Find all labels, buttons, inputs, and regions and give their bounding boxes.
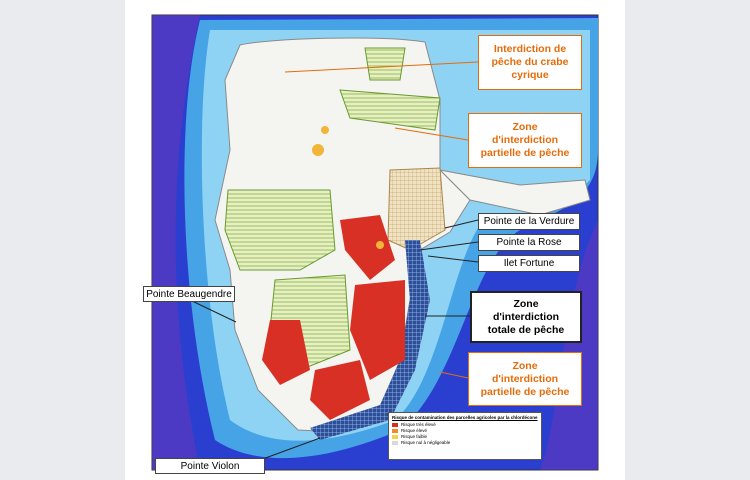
label-line: pêche du crabe — [491, 56, 569, 68]
label-line: d'interdiction — [492, 310, 560, 323]
label-line: Interdiction de — [493, 43, 567, 55]
legend-item: Risque faible — [392, 434, 538, 440]
label-box: Ilet Fortune — [478, 255, 580, 272]
legend-swatch — [392, 441, 398, 445]
risk-spots — [262, 215, 405, 420]
label-box: Zone d'interdiction totale de pêche — [470, 291, 582, 343]
legend-items: Risque très élevé Risque élevé Risque faib… — [392, 422, 538, 446]
label-line: Pointe de la Verdure — [483, 216, 575, 227]
risk-spots-low — [312, 126, 384, 249]
east-coast — [438, 169, 591, 216]
legend-label: Risque élevé — [401, 428, 428, 433]
legend-swatch — [392, 423, 398, 427]
legend-label: Risque nul à négligeable — [401, 440, 451, 445]
label-line: Ilet Fortune — [503, 258, 555, 269]
label-line: cyrique — [511, 69, 549, 81]
label-line: Pointe Violon — [180, 460, 240, 472]
label-box: Pointe de la Verdure — [478, 213, 580, 230]
label-line: totale de pêche — [487, 323, 565, 336]
label-line: Pointe la Rose — [496, 237, 562, 248]
legend-item: Risque élevé — [392, 428, 538, 434]
label-box: Pointe Beaugendre — [143, 286, 235, 302]
crab-zone — [339, 47, 441, 131]
label-box: Pointe la Rose — [478, 234, 580, 251]
legend-label: Risque très élevé — [401, 422, 436, 427]
label-line: partielle de pêche — [480, 385, 570, 398]
label-line: d'interdiction — [491, 372, 559, 385]
label-box: Zone d'interdiction partielle de pêche — [468, 352, 582, 406]
legend-item: Risque très élevé — [392, 422, 538, 428]
label-line: Zone — [513, 297, 539, 310]
label-line: Zone — [512, 359, 538, 372]
label-box: Pointe Violon — [155, 458, 265, 474]
label-line: Zone — [512, 121, 538, 133]
total-zone — [310, 240, 430, 440]
arrows — [189, 61, 479, 461]
label-box: Zone d'interdiction partielle de pêche — [468, 113, 582, 168]
label-box: Interdiction de pêche du crabe cyrique — [478, 35, 582, 90]
legend-title: Risque de contamination des parcelles ag… — [392, 415, 538, 420]
legend-label: Risque faible — [401, 434, 428, 439]
legend: Risque de contamination des parcelles ag… — [388, 412, 542, 460]
label-line: d'interdiction — [491, 134, 559, 146]
deep-sea — [152, 15, 598, 470]
label-line: partielle de pêche — [480, 147, 570, 159]
legend-swatch — [392, 435, 398, 439]
legend-item: Risque nul à négligeable — [392, 440, 538, 446]
legend-swatch — [392, 429, 398, 433]
partial-zone — [387, 167, 446, 251]
label-line: Pointe Beaugendre — [146, 288, 232, 300]
